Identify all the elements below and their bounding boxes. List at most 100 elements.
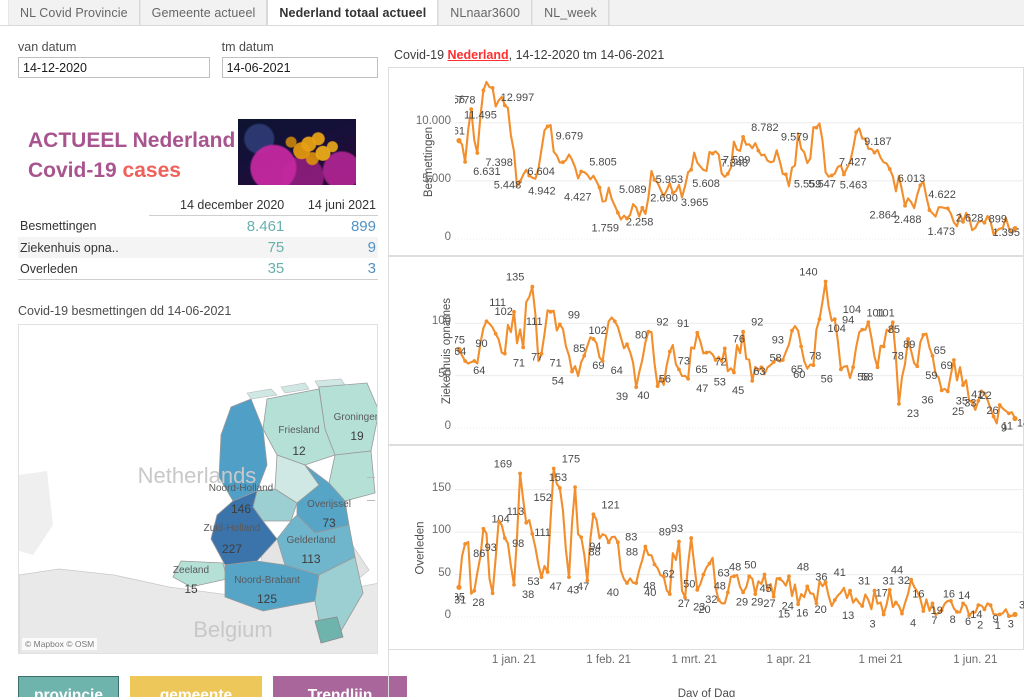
data-point[interactable] <box>551 466 556 471</box>
data-point[interactable] <box>695 330 700 335</box>
data-point[interactable] <box>518 179 522 184</box>
data-point[interactable] <box>988 603 993 608</box>
data-point[interactable] <box>945 206 950 211</box>
data-point[interactable] <box>903 203 907 208</box>
to-date-input[interactable] <box>221 57 378 78</box>
data-point[interactable] <box>579 535 584 540</box>
data-point[interactable] <box>952 358 956 362</box>
data-point[interactable] <box>787 574 791 579</box>
data-point[interactable] <box>976 603 981 608</box>
data-point[interactable] <box>838 367 843 372</box>
data-point[interactable] <box>661 574 666 579</box>
data-point[interactable] <box>918 183 923 188</box>
data-point[interactable] <box>756 148 761 153</box>
data-point[interactable] <box>481 526 486 531</box>
data-point[interactable] <box>997 403 1002 407</box>
data-point[interactable] <box>909 577 914 582</box>
data-point[interactable] <box>652 177 657 182</box>
data-point[interactable] <box>997 612 1002 617</box>
data-point[interactable] <box>814 601 819 606</box>
data-point[interactable] <box>955 610 959 614</box>
data-point[interactable] <box>866 320 871 325</box>
data-point[interactable] <box>689 167 694 172</box>
data-point[interactable] <box>490 85 495 90</box>
data-point[interactable] <box>704 350 709 355</box>
data-point[interactable] <box>814 125 819 130</box>
data-point[interactable] <box>557 486 562 490</box>
data-point[interactable] <box>887 587 892 592</box>
data-point[interactable] <box>518 471 522 476</box>
data-point[interactable] <box>475 151 480 155</box>
data-point[interactable] <box>582 353 587 358</box>
data-point[interactable] <box>805 584 810 589</box>
data-point[interactable] <box>939 608 944 613</box>
tab-nederland-totaal-actueel[interactable]: Nederland totaal actueel <box>267 0 439 25</box>
province-zuid-holland[interactable] <box>210 490 278 566</box>
data-point[interactable] <box>872 150 877 155</box>
data-point[interactable] <box>597 185 602 190</box>
data-point[interactable] <box>521 345 526 350</box>
data-point[interactable] <box>725 590 730 595</box>
choropleth-map[interactable]: Netherlands Belgium Groningen 19 Friesland… <box>18 324 378 654</box>
province-drenthe[interactable] <box>328 450 376 502</box>
data-point[interactable] <box>600 359 605 363</box>
data-point[interactable] <box>643 544 648 549</box>
data-point[interactable] <box>967 613 972 618</box>
data-point[interactable] <box>472 359 477 363</box>
data-point[interactable] <box>463 542 468 546</box>
data-point[interactable] <box>689 536 694 540</box>
data-point[interactable] <box>655 384 660 389</box>
data-point[interactable] <box>906 337 910 341</box>
data-point[interactable] <box>722 346 727 351</box>
data-point[interactable] <box>881 344 886 349</box>
data-point[interactable] <box>512 309 516 314</box>
data-point[interactable] <box>991 414 996 419</box>
data-point[interactable] <box>530 531 535 536</box>
data-point[interactable] <box>771 594 776 599</box>
data-point[interactable] <box>750 379 755 383</box>
province-zeeland[interactable] <box>172 560 228 588</box>
data-point[interactable] <box>615 540 620 545</box>
belgium-highlight-region[interactable] <box>314 616 344 644</box>
data-point[interactable] <box>695 587 700 592</box>
data-point[interactable] <box>823 580 828 585</box>
data-point[interactable] <box>472 588 477 593</box>
data-point[interactable] <box>710 151 715 156</box>
data-point[interactable] <box>939 388 944 393</box>
data-point[interactable] <box>725 171 730 176</box>
data-point[interactable] <box>615 210 620 215</box>
data-point[interactable] <box>625 342 629 347</box>
table-row[interactable]: Ziekenhuis opna.. 75 9 <box>18 237 378 258</box>
data-point[interactable] <box>732 574 736 579</box>
data-point[interactable] <box>753 592 758 596</box>
data-point[interactable] <box>677 367 681 372</box>
data-point[interactable] <box>634 385 639 390</box>
data-point[interactable] <box>817 317 822 322</box>
chart-overleden[interactable]: Overleden 0 50 100 150 35 86 31 104 28 113 93 38 16… <box>388 445 1024 650</box>
data-point[interactable] <box>851 365 855 370</box>
data-point[interactable] <box>970 399 975 404</box>
data-point[interactable] <box>634 581 639 585</box>
data-point[interactable] <box>579 169 584 174</box>
data-point[interactable] <box>548 309 553 314</box>
table-row[interactable]: Overleden 35 3 <box>18 258 378 280</box>
data-point[interactable] <box>545 570 550 574</box>
data-point[interactable] <box>484 319 489 324</box>
data-point[interactable] <box>811 363 816 368</box>
data-point[interactable] <box>982 391 987 396</box>
data-point[interactable] <box>829 173 834 178</box>
data-point[interactable] <box>677 539 681 544</box>
data-point[interactable] <box>842 172 846 177</box>
data-point[interactable] <box>921 332 926 337</box>
data-point[interactable] <box>670 190 675 195</box>
data-point[interactable] <box>961 383 965 387</box>
data-point[interactable] <box>848 588 852 593</box>
data-point[interactable] <box>463 159 468 164</box>
data-point[interactable] <box>823 279 828 284</box>
data-point[interactable] <box>683 595 687 600</box>
data-point[interactable] <box>707 561 712 566</box>
province-friesland[interactable] <box>262 388 336 466</box>
data-point[interactable] <box>777 576 782 581</box>
data-point[interactable] <box>860 327 865 332</box>
data-point[interactable] <box>481 88 486 93</box>
